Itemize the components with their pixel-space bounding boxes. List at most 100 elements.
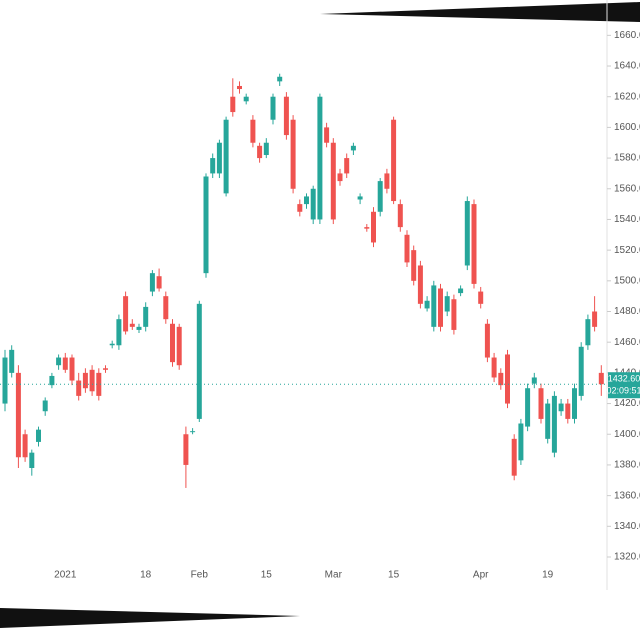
candle-body [15, 372, 21, 458]
candle-body [230, 96, 236, 113]
x-tick-label: Mar [325, 570, 343, 581]
candle-body [270, 96, 276, 120]
candle-body [458, 288, 464, 294]
candle-body [163, 296, 169, 320]
candle-body [49, 375, 55, 386]
y-tick-label: 1580.00 [614, 153, 640, 164]
candle-body [56, 357, 62, 366]
x-tick-label: 2021 [54, 570, 77, 581]
candle-body [404, 234, 410, 263]
candle-body [2, 357, 8, 404]
candle-body [545, 403, 551, 439]
candle-body [109, 343, 115, 346]
candle-body [565, 403, 571, 419]
candle-body [324, 127, 330, 143]
y-tick-label: 1500.00 [614, 275, 640, 286]
candle-body [42, 400, 48, 412]
candle-body [257, 145, 263, 159]
candle-body [196, 303, 202, 419]
candle-body [505, 354, 510, 404]
candle-body [518, 423, 524, 461]
y-tick-label: 1340.00 [614, 521, 640, 532]
candle-body [551, 395, 557, 453]
candle-body [484, 323, 490, 358]
candle-body [129, 323, 135, 327]
candle-body [123, 296, 129, 332]
candle-body [471, 204, 477, 284]
candle-body [598, 372, 604, 385]
y-tick-label: 1540.00 [614, 214, 640, 225]
candle-body [82, 372, 88, 389]
candle-body [29, 452, 35, 468]
x-tick-label: Apr [473, 570, 489, 581]
candle-body [424, 300, 430, 309]
candle-body [243, 96, 249, 102]
candle-body [237, 85, 242, 90]
candle-body [592, 311, 598, 327]
candle-body [377, 181, 383, 212]
candle-body [143, 306, 149, 327]
candle-body [558, 403, 564, 412]
candle-body [216, 142, 222, 174]
y-tick-label: 1660.00 [614, 30, 640, 41]
x-tick-label: 15 [388, 570, 400, 581]
candle-body [116, 319, 122, 346]
candle-body [76, 380, 82, 396]
candle-body [498, 372, 504, 386]
candle-body [431, 285, 437, 327]
y-tick-label: 1600.00 [614, 122, 640, 133]
candle-body [317, 96, 323, 220]
candle-body [350, 145, 356, 151]
candle-body [384, 173, 390, 189]
candle-body [36, 429, 41, 442]
candle-body [538, 388, 544, 419]
candle-body [190, 431, 196, 433]
candle-body [585, 319, 591, 346]
candle-body [149, 273, 155, 292]
candle-body [9, 349, 15, 373]
candle-body [283, 96, 289, 136]
price-label: 1432.60 [608, 374, 640, 384]
candle-body [417, 265, 423, 304]
y-tick-label: 1520.00 [614, 245, 640, 256]
y-tick-label: 1640.00 [614, 61, 640, 72]
y-tick-label: 1380.00 [614, 460, 640, 471]
candle-body [464, 201, 470, 266]
candle-body [69, 357, 75, 381]
x-tick-label: Feb [191, 570, 209, 581]
candle-body [344, 158, 350, 174]
y-tick-label: 1480.00 [614, 306, 640, 317]
y-tick-label: 1620.00 [614, 91, 640, 102]
candle-body [136, 326, 142, 330]
candle-body [364, 227, 370, 229]
candle-body [391, 119, 397, 202]
candle-body [156, 276, 162, 289]
candle-body [451, 299, 457, 330]
y-tick-label: 1320.00 [614, 552, 640, 563]
y-tick-label: 1460.00 [614, 337, 640, 348]
candle-body [263, 142, 269, 156]
candle-body [170, 323, 175, 363]
candle-body [438, 288, 443, 327]
candle-body [578, 346, 584, 396]
candle-body [297, 204, 303, 212]
candle-body [337, 173, 343, 182]
countdown: 02:09:51 [606, 386, 640, 396]
candle-body [357, 196, 363, 200]
candle-body [62, 357, 68, 370]
candle-body [183, 434, 189, 465]
candle-body [210, 158, 216, 174]
candle-body [511, 438, 517, 476]
candle-body [397, 204, 403, 228]
y-tick-label: 1560.00 [614, 183, 640, 194]
candle-body [203, 176, 209, 274]
candle-body [22, 434, 28, 458]
toolbar-shadow [320, 2, 640, 22]
candle-body [525, 388, 531, 427]
footer-shadow [0, 608, 300, 628]
candle-body [250, 119, 256, 143]
x-tick-label: 19 [542, 570, 554, 581]
candle-body [330, 142, 336, 220]
